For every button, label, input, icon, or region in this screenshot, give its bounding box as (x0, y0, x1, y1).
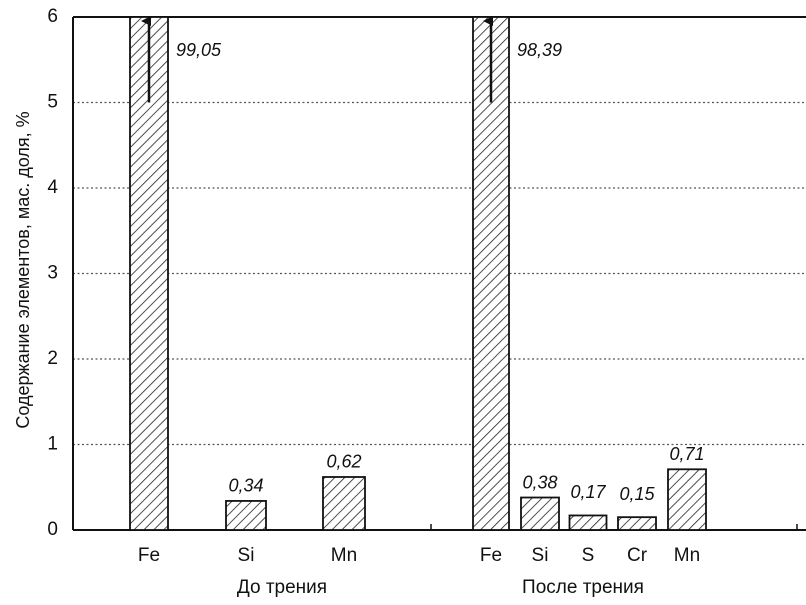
x-category-label: Mn (674, 545, 700, 566)
label-layer: Fe 99,05 Si 0,34 Mn 0,62 До трения Fe 98,39 Si 0,3… (138, 40, 705, 598)
bar-s (568, 514, 608, 531)
bar-si (225, 500, 267, 531)
y-axis-title: Содержание элементов, мас. доля, % (13, 111, 33, 428)
data-label: 0,34 (228, 476, 263, 496)
y-tick-label: 0 (47, 519, 58, 540)
y-tick-label: 1 (47, 434, 58, 455)
bar-cr (617, 516, 657, 531)
bar-si (520, 496, 560, 531)
y-tick-label: 2 (47, 348, 58, 369)
data-label: 0,17 (570, 482, 606, 502)
x-category-label: Si (238, 545, 255, 566)
x-category-label: S (582, 545, 595, 566)
x-category-label: Mn (331, 545, 357, 566)
x-category-label: Fe (138, 545, 160, 566)
y-tick-label: 4 (47, 177, 58, 198)
y-tick-label: 5 (47, 92, 58, 113)
data-label: 98,39 (517, 40, 562, 60)
y-tick-labels: 0 1 2 3 4 5 6 (47, 6, 58, 540)
x-category-label: Si (532, 545, 549, 566)
bar-layer (129, 16, 707, 531)
data-label: 0,15 (619, 484, 655, 504)
data-label: 0,62 (326, 452, 361, 472)
data-label: 0,38 (522, 472, 557, 492)
y-tick-label: 3 (47, 263, 58, 284)
data-label: 99,05 (176, 40, 222, 60)
grid-layer (73, 101, 806, 446)
data-label: 0,71 (669, 444, 704, 464)
group-label: После трения (522, 577, 644, 598)
bar-mn (667, 468, 707, 531)
x-category-label: Fe (480, 545, 502, 566)
y-tick-label: 6 (47, 6, 58, 27)
bar-mn (322, 476, 366, 531)
x-category-label: Cr (627, 545, 648, 566)
group-label: До трения (237, 577, 327, 598)
